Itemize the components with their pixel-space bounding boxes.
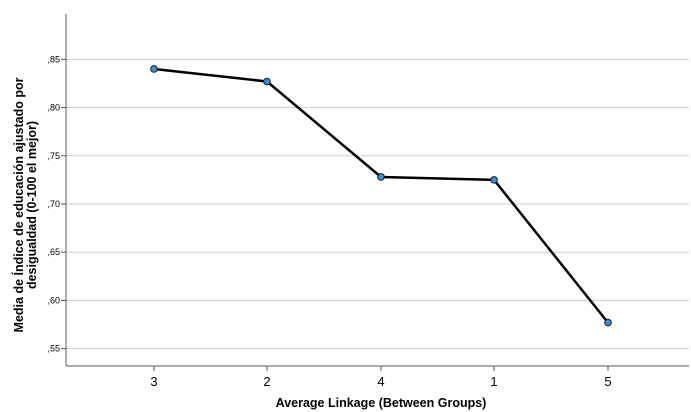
series-group	[150, 65, 612, 327]
x-tick-label: 1	[490, 374, 497, 389]
x-axis-ticks: 3 2 4 1 5	[150, 366, 612, 389]
data-point	[377, 173, 385, 181]
y-tick-label: ,75	[47, 151, 60, 161]
data-point	[150, 65, 158, 73]
x-tick-label: 2	[263, 374, 270, 389]
y-tick-label: ,60	[47, 295, 60, 305]
y-tick-label: ,80	[47, 103, 60, 113]
x-tick-label: 3	[150, 374, 157, 389]
data-point	[490, 176, 498, 184]
x-tick-label: 4	[377, 374, 384, 389]
y-tick-label: ,55	[47, 344, 60, 354]
x-axis-title: Average Linkage (Between Groups)	[276, 396, 487, 410]
data-point	[604, 318, 612, 327]
y-axis-title-line-2: desigualdad (0-100 el mejor)	[25, 121, 39, 289]
series-line	[153, 67, 609, 324]
y-tick-label: ,70	[47, 199, 60, 209]
y-tick-label: ,65	[47, 247, 60, 257]
y-axis-ticks: ,55 ,60 ,65 ,70 ,75 ,80 ,85	[47, 54, 66, 354]
x-tick-label: 5	[604, 374, 611, 389]
data-point	[263, 77, 271, 86]
y-axis-title-line-1: Media de Índice de educación ajustado po…	[11, 77, 26, 332]
y-tick-label: ,85	[47, 54, 60, 64]
gridlines	[66, 58, 689, 350]
y-axis-title: Media de Índice de educación ajustado po…	[11, 77, 39, 332]
